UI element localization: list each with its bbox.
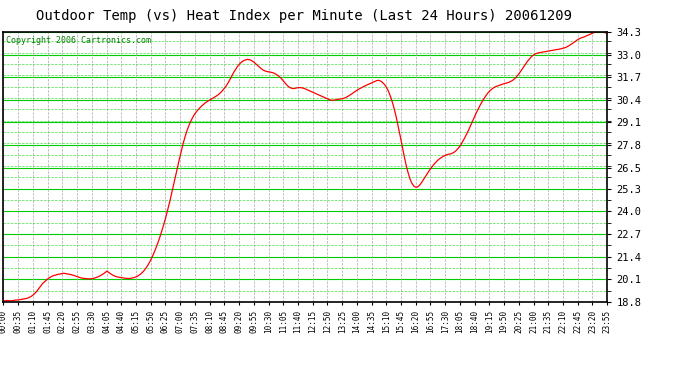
Text: Outdoor Temp (vs) Heat Index per Minute (Last 24 Hours) 20061209: Outdoor Temp (vs) Heat Index per Minute … — [36, 9, 571, 23]
Text: Copyright 2006 Cartronics.com: Copyright 2006 Cartronics.com — [6, 36, 152, 45]
